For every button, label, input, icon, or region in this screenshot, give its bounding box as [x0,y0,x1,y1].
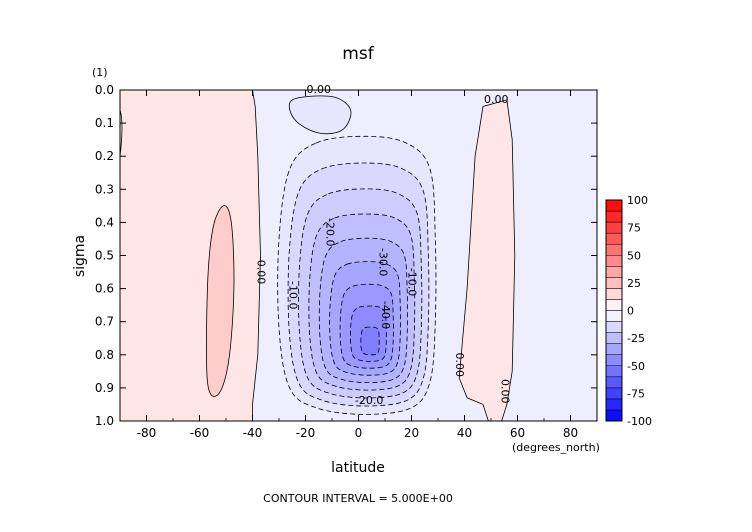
contour-label-text: -40.0 [379,301,392,329]
contour-label-text: 0.00 [498,379,511,404]
contour-label-text: -20.0 [323,218,336,246]
x-tick-label: 20 [404,426,419,440]
colorbar-swatch [605,332,623,344]
x-tick-label: -60 [190,426,210,440]
colorbar-tick-label: 0 [627,305,634,318]
colorbar-tick-label: 25 [627,277,641,290]
x-tick-label: -20 [296,426,316,440]
positive-cell-inner [206,205,235,397]
y-tick-label: 0.1 [95,116,114,130]
colorbar-swatch [605,221,623,234]
contour-label-text: -20.0 [355,394,383,407]
y-tick-label: 0.5 [95,249,114,263]
contour-label: -10.0 [286,281,299,309]
colorbar-swatch [605,255,623,267]
contour-label: -30.0 [376,248,389,276]
chart-title: msf [342,44,374,64]
colorbar-swatch [605,376,623,389]
colorbar-swatch [605,365,623,378]
colorbar-tick-label: -100 [627,415,652,428]
colorbar-tick-label: -25 [627,332,645,345]
x-tick-label: -80 [137,426,157,440]
x-tick-label: 80 [563,426,578,440]
x-axis: -80 -60 -40 -20 0 20 40 60 80 [119,90,598,440]
y-tick-label: 0.7 [95,315,114,329]
x-tick-label: -40 [243,426,263,440]
colorbar-swatch [605,199,623,212]
colorbar-swatch [605,210,623,223]
y-axis: 0.0 0.1 0.2 0.3 0.4 0.5 0.6 0.7 0.8 0.9 1.0 [95,83,597,428]
contour-label: 0.00 [484,93,509,106]
contour-label: 0.00 [498,379,511,404]
contour-interval-note: CONTOUR INTERVAL = 5.000E+00 [263,492,453,505]
colorbar-swatch [605,299,623,311]
colorbar-swatch [605,409,623,422]
colorbar-swatch [605,321,623,333]
contour-label: 0.00 [254,260,267,285]
x-tick-label: 40 [457,426,472,440]
contour-label-text: -10.0 [406,268,419,296]
colorbar: 100 75 50 25 0 -25 -50 -75 -100 [605,194,652,428]
contour-label-text: -30.0 [376,248,389,276]
plot-area [120,90,597,421]
contour-level [360,326,380,356]
contour-label-text: 0.00 [484,93,509,106]
y-tick-label: 0.3 [95,182,114,196]
x-tick-label: 60 [510,426,525,440]
colorbar-swatch [605,398,623,411]
contour-label-text: 0.00 [254,260,267,285]
colorbar-tick-label: 100 [627,194,648,207]
colorbar-swatch [605,343,623,355]
x-axis-label: latitude [331,460,385,476]
contour-labels: 0.00 0.00 0.00 -10.0 -20.0 -30.0 -40.0 -10.0 -20… [254,83,511,407]
y-axis-label: sigma [72,235,88,277]
units-label: (1) [92,66,108,79]
contour-label: -20.0 [355,394,383,407]
colorbar-swatch [605,387,623,400]
colorbar-tick-label: -75 [627,387,645,400]
colorbar-tick-label: 50 [627,249,641,262]
contour-label-text: -10.0 [286,281,299,309]
contour-label: -10.0 [406,268,419,296]
colorbar-swatch [605,288,623,300]
y-tick-label: 0.4 [95,215,114,229]
y-tick-label: 0.6 [95,282,114,296]
colorbar-tick-label: -50 [627,360,645,373]
colorbar-swatch [605,310,623,322]
colorbar-tick-label: 75 [627,222,641,235]
colorbar-swatch [605,266,623,278]
contour-label: -20.0 [323,218,336,246]
contour-label: 0.00 [453,352,466,377]
colorbar-swatch [605,232,623,245]
y-tick-label: 0.8 [95,348,114,362]
positive-cell-right [459,99,515,421]
contour-label-text: 0.00 [453,352,466,377]
y-tick-label: 1.0 [95,414,114,428]
contour-label: -40.0 [379,301,392,329]
y-tick-label: 0.9 [95,381,114,395]
colorbar-swatch [605,354,623,367]
positive-cell-left [120,90,261,421]
colorbar-swatch [605,277,623,289]
y-tick-label: 0.0 [95,83,114,97]
y-tick-label: 0.2 [95,149,114,163]
x-axis-units: (degrees_north) [512,441,600,454]
colorbar-swatch [605,243,623,256]
x-tick-label: 0 [355,426,363,440]
